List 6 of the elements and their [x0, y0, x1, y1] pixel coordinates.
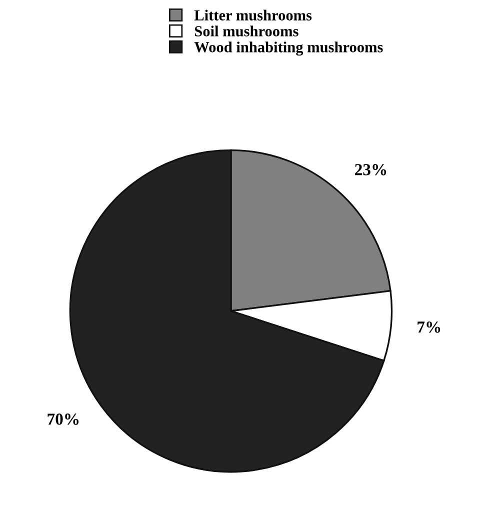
- legend-label: Soil mushrooms: [194, 26, 298, 36]
- legend-label: Litter mushrooms: [194, 10, 312, 21]
- data-label: 7%: [418, 321, 440, 333]
- data-label: 23%: [355, 164, 386, 176]
- legend-label: Wood inhabiting mushrooms: [194, 42, 383, 56]
- data-label: 70%: [48, 414, 79, 425]
